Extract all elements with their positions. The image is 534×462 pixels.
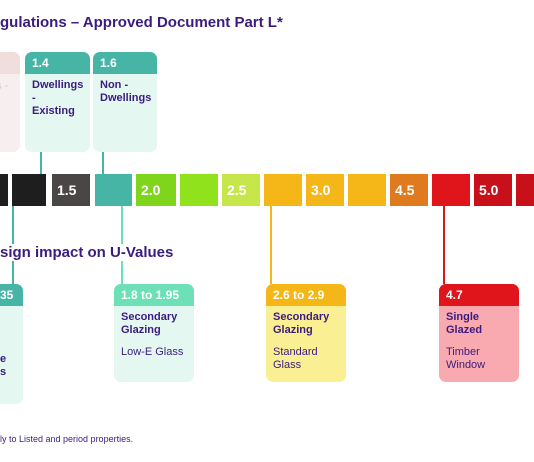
connector-top-2 <box>102 152 104 174</box>
card-partial-line2: s <box>0 366 7 378</box>
faded-card-text: gs - <box>0 80 9 92</box>
page-title: gulations – Approved Document Part L* <box>0 14 283 31</box>
scale-segment-4-5: 4.5 <box>390 174 428 206</box>
scale-segment-yellow-2 <box>348 174 386 206</box>
faded-card: gs - <box>0 52 20 152</box>
connector-bottom-4 <box>443 206 445 284</box>
card-secondary-lowe-title2: Glazing <box>121 324 161 336</box>
card-single-glazed-title1: Single <box>446 311 480 323</box>
card-non-dwellings-line1: Non - <box>100 79 129 91</box>
card-partial: 35 e s <box>0 284 23 404</box>
connector-bottom-3 <box>270 206 272 284</box>
card-dwellings-existing-line2: Existing <box>32 105 75 117</box>
card-partial-line1: e <box>0 353 7 365</box>
card-secondary-lowe: 1.8 to 1.95 Secondary Glazing Low-E Glas… <box>114 284 194 382</box>
card-secondary-standard-note2: Glass <box>273 359 302 371</box>
scale-segment-2-0: 2.0 <box>136 174 176 206</box>
card-single-glazed-note1: Timber <box>446 346 480 358</box>
card-dwellings-existing: 1.4 Dwellings - Existing <box>25 52 90 152</box>
card-dwellings-existing-line1: Dwellings - <box>32 79 84 104</box>
card-secondary-standard-value: 2.6 to 2.9 <box>266 284 346 306</box>
card-single-glazed-value: 4.7 <box>439 284 519 306</box>
section-subtitle: sign impact on U-Values <box>0 244 178 261</box>
card-non-dwellings-value: 1.6 <box>93 52 157 74</box>
scale-segment-dark-1 <box>0 174 8 206</box>
card-partial-value: 35 <box>0 284 23 306</box>
card-secondary-lowe-value: 1.8 to 1.95 <box>114 284 194 306</box>
card-secondary-standard-title2: Glazing <box>273 324 313 336</box>
footnote: ly to Listed and period properties. <box>0 434 134 444</box>
scale-segment-dark-2 <box>12 174 46 206</box>
card-single-glazed: 4.7 Single Glazed Timber Window <box>439 284 519 382</box>
card-single-glazed-title2: Glazed <box>446 324 483 336</box>
card-secondary-standard-note1: Standard <box>273 346 318 358</box>
scale-segment-3-0: 3.0 <box>306 174 344 206</box>
scale-segment-red-end <box>516 174 534 206</box>
scale-segment-green <box>180 174 218 206</box>
card-secondary-lowe-title1: Secondary <box>121 311 178 323</box>
connector-top-1 <box>40 152 42 174</box>
scale-segment-red <box>432 174 470 206</box>
scale-segment-5-0: 5.0 <box>474 174 512 206</box>
card-single-glazed-note2: Window <box>446 359 486 371</box>
card-secondary-lowe-note: Low-E Glass <box>121 346 184 358</box>
card-secondary-standard: 2.6 to 2.9 Secondary Glazing Standard Gl… <box>266 284 346 382</box>
scale-segment-1-5: 1.5 <box>52 174 90 206</box>
card-non-dwellings-line2: Dwellings <box>100 92 152 104</box>
card-dwellings-existing-value: 1.4 <box>25 52 90 74</box>
scale-segment-teal <box>95 174 132 206</box>
scale-segment-yellow <box>264 174 302 206</box>
card-secondary-standard-title1: Secondary <box>273 311 330 323</box>
card-non-dwellings: 1.6 Non - Dwellings <box>93 52 157 152</box>
scale-segment-2-5: 2.5 <box>222 174 260 206</box>
